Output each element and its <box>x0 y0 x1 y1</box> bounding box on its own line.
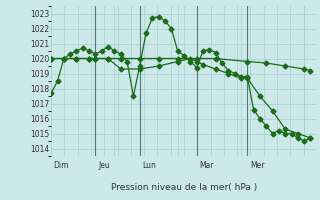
Text: Pression niveau de la mer( hPa ): Pression niveau de la mer( hPa ) <box>111 183 257 192</box>
Text: Mer: Mer <box>250 161 264 170</box>
Text: Lun: Lun <box>142 161 156 170</box>
Text: Dim: Dim <box>54 161 69 170</box>
Text: Jeu: Jeu <box>98 161 110 170</box>
Text: Mar: Mar <box>199 161 214 170</box>
